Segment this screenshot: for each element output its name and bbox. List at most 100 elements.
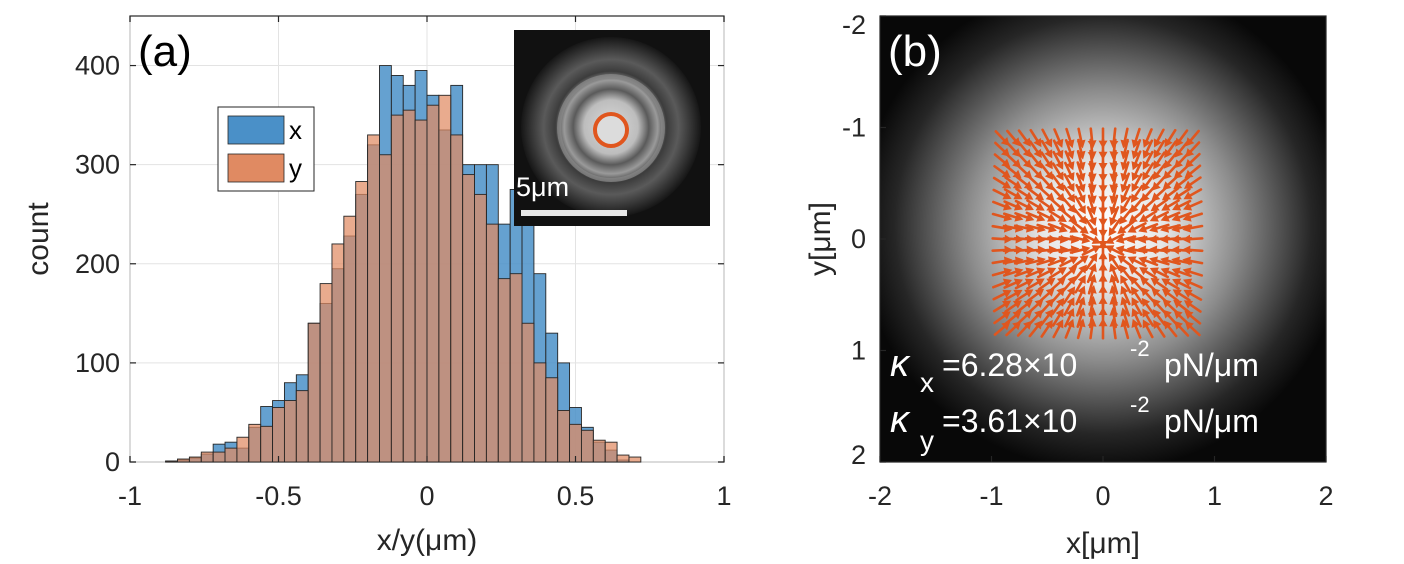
force-arrow [1128, 208, 1146, 224]
histogram-bar-y [367, 134, 380, 463]
force-arrow [1075, 172, 1086, 193]
kappa-x-symbol: κ [890, 343, 911, 385]
force-arrow [1172, 289, 1191, 302]
force-arrow [992, 176, 1012, 189]
histogram-ticks: -1 -0.5 0 0.5 1 0 100 200 300 400 [75, 16, 732, 511]
force-arrow [1064, 139, 1075, 160]
force-arrow [1073, 207, 1087, 225]
force-arrow [1142, 319, 1154, 339]
force-arrow [1172, 278, 1192, 290]
force-arrow [992, 300, 1012, 313]
force-arrow [1015, 299, 1033, 314]
force-arrow [1164, 128, 1177, 148]
histogram-series-y-overlay [165, 94, 642, 463]
y-tick-label: 0 [851, 224, 866, 254]
histogram-bar-y [236, 436, 250, 463]
y-tick-label: 200 [75, 249, 120, 279]
force-arrow [1059, 222, 1079, 233]
force-arrow [1047, 223, 1068, 233]
histogram-bar-y [248, 423, 262, 463]
force-arrow [1085, 252, 1098, 271]
histogram-bar-y [533, 362, 547, 463]
force-arrow [1175, 129, 1189, 147]
x-tick-label: 1 [716, 481, 731, 511]
force-arrow [1174, 140, 1189, 158]
force-arrow [1131, 307, 1142, 328]
force-arrow [1149, 210, 1169, 222]
histogram-y-axis-label: count [22, 202, 55, 276]
force-arrow [1185, 129, 1200, 147]
force-arrow [1120, 274, 1132, 294]
force-arrow [1040, 319, 1053, 338]
force-arrow [1142, 308, 1155, 327]
kappa-x-subscript: x [920, 367, 934, 398]
force-arrow [1064, 318, 1075, 339]
force-arrow [1131, 139, 1142, 160]
force-arrow [1002, 267, 1024, 277]
histogram-bar-y [177, 458, 190, 463]
y-tick-label: 300 [75, 150, 120, 180]
force-arrow [1051, 162, 1064, 181]
force-arrow [1059, 256, 1079, 268]
force-arrow [1131, 150, 1142, 171]
histogram-legend: x y [217, 106, 315, 192]
force-arrow [1117, 220, 1135, 234]
x-tick-label: -1 [979, 481, 1003, 511]
force-arrow [1120, 318, 1130, 340]
histogram-bar-y [295, 390, 309, 463]
force-arrow [1064, 161, 1075, 182]
histogram-bar-y [616, 454, 630, 463]
force-arrow [1028, 151, 1043, 169]
force-arrow [1053, 128, 1064, 148]
force-arrow [992, 289, 1012, 301]
histogram-bar-y [521, 322, 535, 463]
force-arrow [1026, 199, 1045, 211]
force-arrow [1075, 285, 1086, 306]
force-arrow [1130, 184, 1144, 203]
histogram-bar-y [260, 425, 274, 463]
inset-particle-marker [593, 112, 629, 148]
force-arrow [1004, 300, 1023, 313]
force-arrow [1098, 318, 1108, 340]
force-arrow [1041, 128, 1053, 148]
histogram-bar-y [592, 439, 606, 463]
force-arrow [1069, 245, 1091, 255]
force-arrow [1062, 184, 1076, 203]
force-arrow [1153, 128, 1165, 148]
force-arrow [1119, 207, 1133, 225]
force-arrow [1004, 164, 1022, 179]
force-arrow [1052, 150, 1064, 170]
force-arrow [1029, 128, 1042, 148]
force-arrow [1182, 223, 1204, 233]
force-arrow [1048, 210, 1067, 222]
histogram-bar-y [307, 322, 321, 463]
histogram-bar-y [509, 273, 523, 463]
force-arrow [1052, 139, 1064, 159]
force-arrow [1037, 267, 1057, 279]
histogram-bar-y [212, 451, 226, 463]
force-arrow [1173, 175, 1191, 190]
force-arrow [1153, 139, 1166, 159]
force-arrow [1085, 218, 1098, 237]
force-arrow [1074, 274, 1086, 294]
force-arrow [1161, 199, 1180, 211]
force-arrow [1060, 208, 1078, 224]
force-arrow [1071, 255, 1089, 269]
force-arrow [1047, 256, 1068, 267]
force-arrow [1105, 245, 1125, 256]
force-arrow [1064, 307, 1075, 328]
kappa-y-value: =3.61×10 [942, 403, 1077, 439]
force-map-y-axis-label: y[μm] [804, 202, 837, 276]
force-arrow [1037, 198, 1056, 212]
force-arrow [1017, 129, 1031, 147]
force-arrow [1086, 263, 1097, 284]
force-arrow [1074, 195, 1086, 215]
force-arrow [1048, 267, 1067, 280]
force-arrow [1129, 276, 1145, 293]
force-arrow [1049, 277, 1066, 292]
histogram-bar-y [272, 407, 285, 463]
force-arrow [1026, 187, 1045, 201]
force-arrow [1130, 286, 1144, 305]
y-tick-label: -1 [842, 113, 866, 143]
